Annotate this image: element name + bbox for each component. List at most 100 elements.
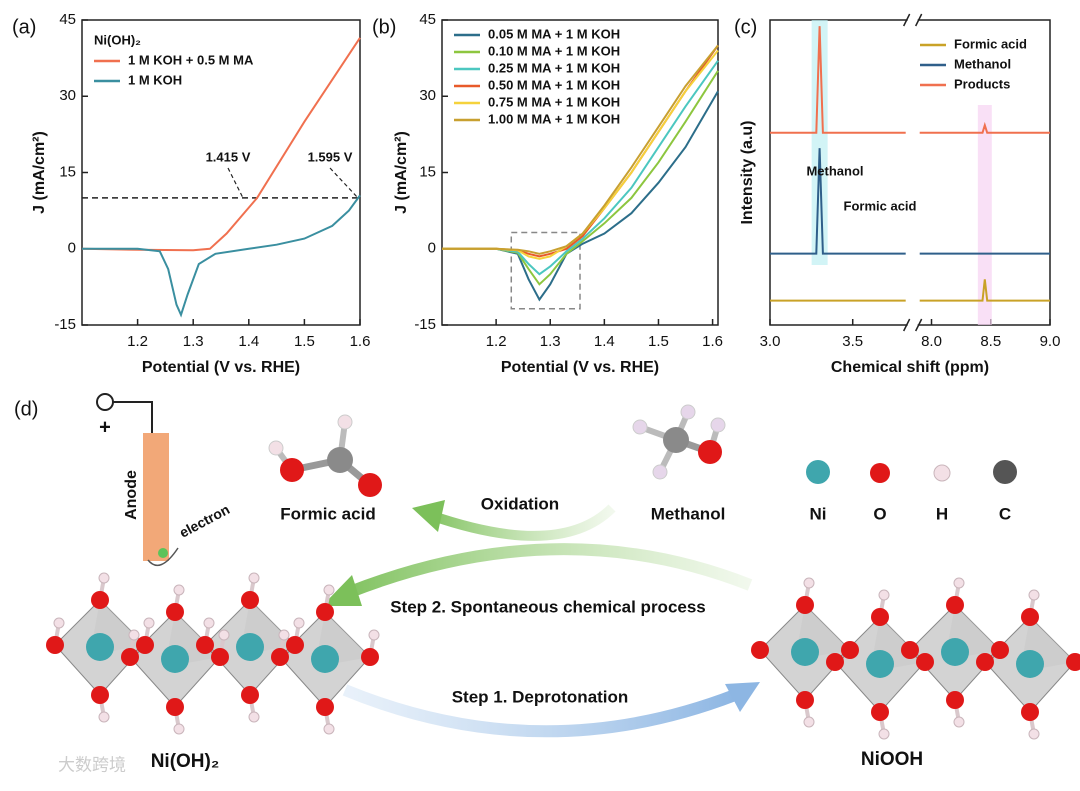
h-atom [803, 716, 815, 728]
o-atom [946, 596, 964, 614]
x-tick-label: 1.2 [486, 333, 507, 350]
oxidation-arrow [428, 504, 616, 541]
methanol-label: Methanol [651, 504, 726, 523]
ni-atom [311, 645, 339, 673]
x-tick-label: 1.3 [183, 333, 204, 350]
series-line [81, 37, 361, 252]
highlight-band [811, 20, 828, 265]
o-atom [1066, 653, 1080, 671]
series-line [442, 60, 719, 276]
atom-label: O [873, 504, 886, 523]
h-atom [293, 617, 305, 629]
legend-label: 0.05 M MA + 1 M KOH [488, 26, 620, 41]
x-tick-label: 3.0 [760, 333, 781, 350]
x-axis-label: Potential (V vs. RHE) [501, 359, 659, 376]
axis-break [902, 13, 923, 27]
h-atom [53, 617, 65, 629]
annotation: Methanol [806, 163, 863, 178]
y-tick-label: 15 [59, 163, 76, 180]
wire [113, 401, 153, 433]
h-atom [173, 584, 185, 596]
anode-label: Anode [123, 470, 140, 520]
annotation: Formic acid [844, 198, 917, 213]
o-atom [796, 596, 814, 614]
x-tick-label: 1.4 [238, 333, 259, 350]
h-atom [803, 577, 815, 589]
o-atom [361, 648, 379, 666]
o-atom [991, 641, 1009, 659]
o-atom [826, 653, 844, 671]
oxidation-label: Oxidation [481, 494, 559, 513]
h-atom [323, 723, 335, 735]
h-atom [203, 617, 215, 629]
ni-atom [236, 633, 264, 661]
o-atom [46, 636, 64, 654]
o-atom [121, 648, 139, 666]
x-tick-label: 1.6 [350, 333, 371, 350]
y-tick-label: 15 [419, 163, 436, 180]
nioh2-label: Ni(OH)₂ [151, 751, 220, 772]
x-tick-label: 1.4 [594, 333, 615, 350]
o-atom [241, 686, 259, 704]
series-line [770, 26, 1050, 134]
h-atom [173, 723, 185, 735]
o-atom [841, 641, 859, 659]
c-atom [993, 460, 1017, 484]
h-atom [878, 589, 890, 601]
electron-path [147, 547, 179, 567]
electron [158, 548, 168, 558]
step2-arrow [347, 543, 753, 598]
o-atom [871, 608, 889, 626]
h-atom [323, 584, 335, 596]
o-atom [316, 698, 334, 716]
arrow-head [322, 575, 362, 606]
y-tick-label: 0 [68, 240, 76, 257]
ni-atom [791, 638, 819, 666]
x-tick-label: 3.5 [842, 333, 863, 350]
ni-atom [1016, 650, 1044, 678]
formic-acid-label: Formic acid [280, 504, 375, 523]
y-axis-label: J (mA/cm²) [31, 131, 48, 214]
series-line [770, 279, 1050, 302]
legend-label: 1 M KOH [128, 72, 182, 87]
annotation-arrow [329, 167, 359, 199]
legend-label: Methanol [954, 56, 1011, 71]
h-atom [218, 629, 230, 641]
h-atom [98, 572, 110, 584]
h-atom [248, 711, 260, 723]
x-tick-label: 1.3 [540, 333, 561, 350]
h-atom [953, 577, 965, 589]
o-atom [796, 691, 814, 709]
legend-label: 0.75 M MA + 1 M KOH [488, 94, 620, 109]
methanol-molecule [632, 404, 726, 480]
legend-label: Formic acid [954, 36, 1027, 51]
o-atom [870, 463, 890, 483]
anode [143, 433, 169, 561]
panel-label: (b) [372, 16, 396, 38]
o-atom [946, 691, 964, 709]
arrow-head [725, 682, 760, 712]
legend-label: 0.10 M MA + 1 M KOH [488, 43, 620, 58]
h-atom [933, 464, 951, 482]
ni-atom [86, 633, 114, 661]
legend-label: 1 M KOH + 0.5 M MA [128, 52, 254, 67]
formic-acid-molecule [268, 414, 382, 497]
niooh-label: NiOOH [861, 749, 923, 770]
o-atom [751, 641, 769, 659]
o-atom [166, 698, 184, 716]
annotation: 1.595 V [308, 149, 353, 164]
nioh2-structure [46, 572, 380, 735]
x-tick-label: 8.0 [921, 333, 942, 350]
y-tick-label: -15 [414, 316, 436, 333]
o-atom [286, 636, 304, 654]
h-atom [278, 629, 290, 641]
h-atom [1028, 589, 1040, 601]
x-axis-label: Potential (V vs. RHE) [142, 359, 300, 376]
step2-label: Step 2. Spontaneous chemical process [390, 597, 706, 616]
y-tick-label: 30 [419, 87, 436, 104]
panel-label: (a) [12, 16, 36, 38]
x-tick-label: 1.5 [648, 333, 669, 350]
x-tick-label: 1.6 [702, 333, 723, 350]
niooh-structure [751, 577, 1080, 740]
